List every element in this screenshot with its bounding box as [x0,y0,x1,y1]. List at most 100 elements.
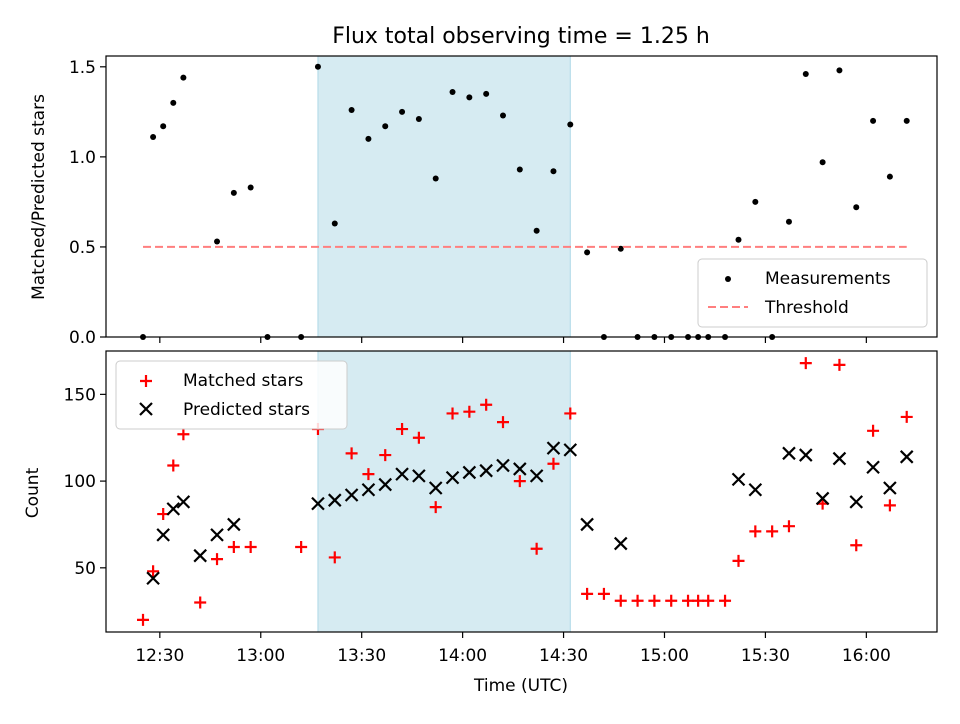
legend-label: Predicted stars [183,400,310,420]
legend-marker [139,402,153,416]
legend-box [697,258,928,328]
data-point [563,443,578,457]
data-point [244,541,257,554]
legend-box [115,360,348,430]
data-point [432,175,439,182]
data-point [866,460,880,474]
x-axis-label: Time (UTC) [473,676,568,696]
data-point [665,594,678,607]
data-point [513,475,526,488]
data-point [137,613,150,626]
data-point [648,594,661,607]
shaded-span [317,56,571,337]
data-point [314,63,321,70]
data-point [547,457,560,470]
data-point [378,477,393,492]
data-point [466,94,473,101]
data-point [463,405,476,418]
chart-title: Flux total observing time = 1.25 h [332,24,710,49]
x-tick-label: 16:00 [842,646,891,666]
data-point [399,108,406,115]
data-point [170,99,177,106]
y-tick-label: 100 [64,472,96,492]
data-point [836,67,843,74]
data-point [396,423,409,436]
data-point [227,517,241,532]
data-point [785,218,792,225]
data-point [749,525,762,538]
y-tick-label: 0.0 [69,328,96,348]
data-point [167,459,180,472]
legend-label: Matched stars [183,371,303,391]
data-point [150,134,157,141]
data-point [499,112,506,119]
data-point [379,449,392,462]
data-point [462,465,477,480]
data-point [193,548,207,563]
data-point [214,238,221,245]
data-point [567,121,574,128]
legend-label: Threshold [764,298,849,318]
data-point [533,227,540,234]
data-point [156,528,170,542]
data-point [815,491,830,506]
data-point [546,441,561,455]
data-point [382,123,389,130]
data-point [732,554,745,567]
data-point [581,587,594,600]
data-point [449,89,456,96]
data-point [529,469,544,483]
series-predicted-stars [146,441,914,586]
y-tick-label: 1.5 [69,58,96,78]
data-point [311,496,325,511]
data-point [748,482,763,497]
data-point [782,520,795,533]
data-point [850,539,863,552]
data-point [166,502,181,516]
data-point [899,450,914,464]
data-point [479,463,493,478]
data-point [853,204,860,211]
data-point [496,416,509,429]
data-point [735,236,742,243]
data-point [849,495,864,509]
data-point [180,74,187,81]
data-point [614,594,627,607]
legend-label: Measurements [765,269,891,289]
data-point [613,536,628,551]
data-point [295,541,308,554]
data-point [412,469,426,483]
data-point [415,116,422,123]
data-point [752,198,759,205]
series-measurements [140,63,910,340]
data-point [361,482,376,497]
data-point [584,249,591,256]
x-tick-label: 15:00 [640,646,689,666]
data-point [530,542,543,555]
x-tick-label: 14:00 [438,646,487,666]
data-point [886,173,893,180]
data-point [550,168,557,175]
data-point [819,159,826,166]
data-point [580,517,594,532]
data-point [428,481,443,495]
data-point [211,553,224,566]
data-point [227,541,240,554]
data-point [483,90,490,97]
data-point [900,410,913,423]
data-point [799,448,813,462]
data-point [395,467,409,481]
data-point [903,117,910,124]
data-point [597,587,610,600]
y-tick-label: 0.5 [69,238,96,258]
data-point [345,447,358,460]
data-point [147,565,160,578]
legend: Matched stars Predicted stars [115,360,348,430]
data-point [702,594,715,607]
top-panel: 0.0 0.5 1.0 1.5 Measurements Threshold [69,55,938,348]
data-point [146,571,160,586]
data-point [177,428,190,441]
bottom-y-axis-label: Count [23,467,43,518]
data-point [348,107,355,114]
